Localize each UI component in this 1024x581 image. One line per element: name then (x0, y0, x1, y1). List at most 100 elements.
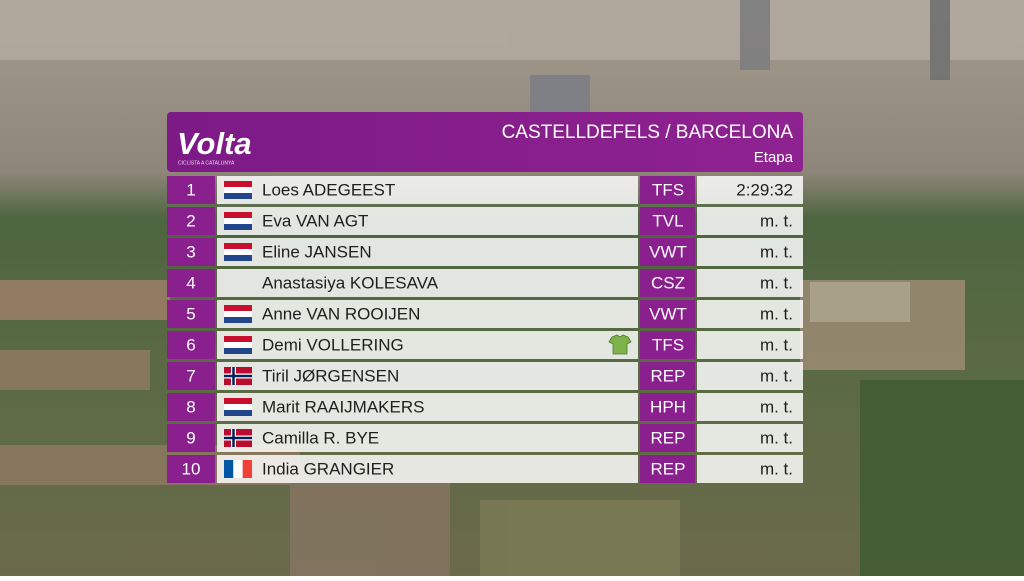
rider-name: Anastasiya KOLESAVA (262, 273, 439, 292)
flag-stripe (242, 460, 252, 478)
rider-name: Eva VAN AGT (262, 211, 368, 230)
rank: 10 (182, 459, 201, 478)
flag-stripe (224, 317, 252, 323)
results-panel: Volta CICLISTA A CATALUNYA CASTELLDEFELS… (167, 112, 803, 483)
name-cell (217, 269, 638, 297)
flag-stripe (224, 187, 252, 193)
rank-cell (167, 362, 215, 390)
time-cell (697, 424, 803, 452)
time-cell (697, 207, 803, 235)
flag-stripe (224, 460, 234, 478)
flag (224, 212, 252, 230)
flag (224, 336, 252, 354)
rank-cell (167, 207, 215, 235)
team-cell (640, 207, 695, 235)
flag-stripe (224, 404, 252, 410)
flag-stripe (224, 255, 252, 261)
team-code: VWT (649, 304, 687, 323)
logo-subtitle: CICLISTA A CATALUNYA (178, 160, 235, 166)
time-cell (697, 300, 803, 328)
flag-stripe (224, 243, 252, 249)
flag-stripe (224, 348, 252, 354)
team-code: TFS (652, 335, 684, 354)
rank: 7 (186, 366, 195, 385)
flag (224, 398, 252, 416)
time-cell (697, 362, 803, 390)
rank-cell (167, 176, 215, 204)
name-cell (217, 455, 638, 483)
time: m. t. (760, 211, 793, 230)
flag-stripe (224, 212, 252, 218)
rider-name: Camilla R. BYE (262, 428, 379, 447)
rank: 3 (186, 242, 195, 261)
time: 2:29:32 (736, 180, 793, 199)
team-cell (640, 362, 695, 390)
rank-cell (167, 300, 215, 328)
team-code: HPH (650, 397, 686, 416)
logo: Volta (177, 126, 252, 161)
rank-cell (167, 238, 215, 266)
team-code: REP (651, 366, 686, 385)
time-cell (697, 176, 803, 204)
rows: 1 Loes ADEGEEST TFS 2:29:32 2 Eva VAN AGT TVL m… (167, 176, 803, 483)
team-cell (640, 424, 695, 452)
time: m. t. (760, 273, 793, 292)
name-cell (217, 238, 638, 266)
flag-stripe (224, 305, 252, 311)
rank: 1 (186, 180, 195, 199)
flag-cross (224, 436, 252, 440)
team-cell (640, 393, 695, 421)
flag (224, 243, 252, 261)
time: m. t. (760, 242, 793, 261)
rank-cell (167, 269, 215, 297)
name-cell (217, 424, 638, 452)
time-cell (697, 455, 803, 483)
time-cell (697, 238, 803, 266)
flag-stripe (224, 342, 252, 348)
flag (224, 429, 252, 447)
time: m. t. (760, 366, 793, 385)
flag (224, 305, 252, 323)
flag (224, 181, 252, 199)
rider-name: Loes ADEGEEST (262, 180, 395, 199)
flag (224, 367, 252, 385)
jersey-shape (608, 334, 632, 355)
team-cell (640, 331, 695, 359)
name-cell (217, 176, 638, 204)
team-code: REP (651, 428, 686, 447)
team-code: TFS (652, 180, 684, 199)
flag-stripe (224, 336, 252, 342)
time: m. t. (760, 304, 793, 323)
flag-cross (224, 374, 252, 378)
header-bar (167, 112, 803, 172)
rank: 5 (186, 304, 195, 323)
time: m. t. (760, 459, 793, 478)
flag-stripe (224, 224, 252, 230)
time: m. t. (760, 397, 793, 416)
rider-name: Anne VAN ROOIJEN (262, 304, 420, 323)
team-cell (640, 300, 695, 328)
rank-cell (167, 331, 215, 359)
flag-stripe (224, 398, 252, 404)
rank: 6 (186, 335, 195, 354)
time-cell (697, 269, 803, 297)
jersey-icon (608, 334, 632, 355)
rider-name: Marit RAAIJMAKERS (262, 397, 424, 416)
rider-name: Eline JANSEN (262, 242, 372, 261)
time-cell (697, 331, 803, 359)
stage-subtitle: Etapa (754, 149, 794, 166)
team-cell (640, 238, 695, 266)
flag (224, 460, 252, 478)
name-cell (217, 300, 638, 328)
team-code: CSZ (651, 273, 685, 292)
rider-name: Tiril JØRGENSEN (262, 366, 399, 385)
flag-stripe (224, 218, 252, 224)
rank: 8 (186, 397, 195, 416)
flag-stripe (224, 181, 252, 187)
flag-stripe (233, 460, 243, 478)
team-code: TVL (652, 211, 683, 230)
team-cell (640, 176, 695, 204)
name-cell (217, 207, 638, 235)
